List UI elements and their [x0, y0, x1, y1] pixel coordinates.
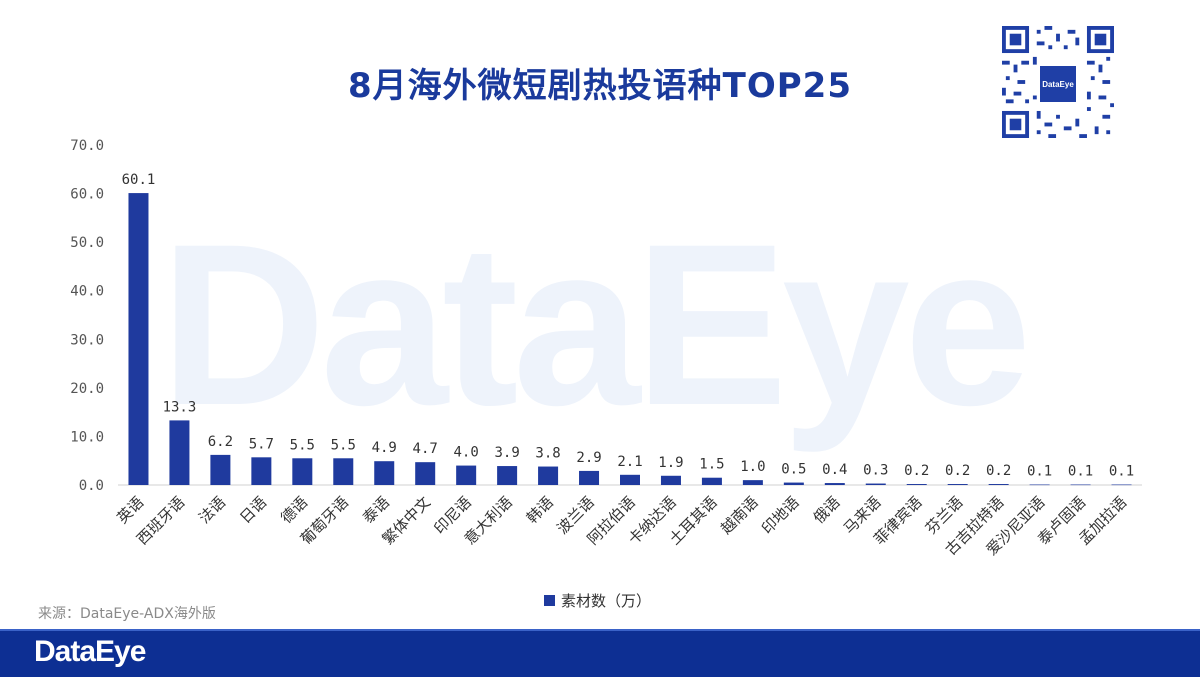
bar [169, 420, 190, 485]
bar [660, 475, 681, 485]
data-label: 0.4 [822, 462, 847, 478]
y-tick-label: 70.0 [70, 138, 104, 154]
category-label: 韩语 [523, 493, 557, 527]
bar [947, 484, 968, 485]
data-label: 5.5 [331, 437, 356, 453]
bar [538, 466, 559, 485]
data-label: 1.9 [658, 455, 683, 471]
category-label: 印地语 [758, 493, 803, 538]
bar [906, 484, 927, 485]
bar [128, 193, 149, 486]
bar [333, 458, 354, 485]
data-label: 6.2 [208, 434, 233, 450]
bar [988, 484, 1009, 485]
legend-label: 素材数（万） [561, 592, 652, 610]
data-label: 1.0 [740, 459, 765, 475]
y-tick-label: 50.0 [70, 235, 104, 251]
data-label: 0.1 [1109, 464, 1134, 480]
bar [865, 483, 886, 485]
bar [415, 462, 436, 485]
data-label: 5.5 [290, 437, 315, 453]
chart-title: 8月海外微短剧热投语种TOP25 [348, 66, 852, 106]
data-label: 0.2 [904, 463, 929, 479]
qr-code [1002, 26, 1114, 138]
category-label: 德语 [277, 493, 311, 527]
footer-logo: DataEye [34, 635, 146, 668]
data-label: 2.9 [576, 450, 601, 466]
data-label: 0.2 [986, 463, 1011, 479]
bar [620, 474, 640, 485]
qr-logo-badge: DataEye [1040, 66, 1076, 102]
category-label: 英语 [113, 493, 147, 527]
y-tick-label: 0.0 [79, 478, 104, 494]
bar [579, 470, 600, 485]
footer-bar: DataEye [0, 629, 1200, 677]
data-label: 4.9 [372, 440, 397, 456]
chart-legend: 素材数（万） [544, 590, 651, 611]
bar [1070, 484, 1091, 486]
data-label: 60.1 [122, 172, 156, 188]
data-label: 4.0 [454, 445, 479, 461]
bar [251, 457, 272, 485]
bar [1111, 484, 1132, 486]
bar [742, 480, 763, 485]
data-label: 4.7 [413, 441, 438, 457]
watermark: DataEye [160, 196, 1032, 453]
legend-swatch [544, 595, 555, 606]
bar [374, 461, 395, 485]
data-label: 0.5 [781, 462, 806, 478]
y-tick-label: 10.0 [70, 429, 104, 445]
data-label: 3.8 [535, 446, 560, 462]
y-tick-label: 20.0 [70, 381, 104, 397]
bar [456, 465, 477, 485]
data-label: 0.2 [945, 463, 970, 479]
data-label: 1.5 [699, 457, 724, 473]
data-label: 3.9 [494, 445, 519, 461]
bar [701, 477, 722, 485]
data-label: 5.7 [249, 436, 274, 452]
category-label: 越南语 [717, 493, 762, 538]
y-tick-label: 40.0 [70, 284, 104, 300]
y-tick-label: 30.0 [70, 332, 104, 348]
source-note: 来源：DataEye-ADX海外版 [38, 606, 216, 622]
category-label: 泰语 [359, 493, 393, 527]
bar [824, 483, 845, 485]
category-label: 俄语 [810, 493, 844, 527]
category-label: 法语 [195, 493, 229, 527]
bar [783, 482, 804, 485]
data-label: 0.1 [1068, 464, 1093, 480]
category-label: 日语 [236, 493, 270, 527]
bar [292, 458, 313, 485]
bar [497, 466, 518, 485]
bar [1029, 484, 1050, 486]
data-label: 0.3 [863, 463, 888, 479]
data-label: 13.3 [163, 399, 197, 415]
data-label: 0.1 [1027, 464, 1052, 480]
y-tick-label: 60.0 [70, 187, 104, 203]
data-label: 2.1 [617, 454, 642, 470]
bar [210, 454, 231, 485]
